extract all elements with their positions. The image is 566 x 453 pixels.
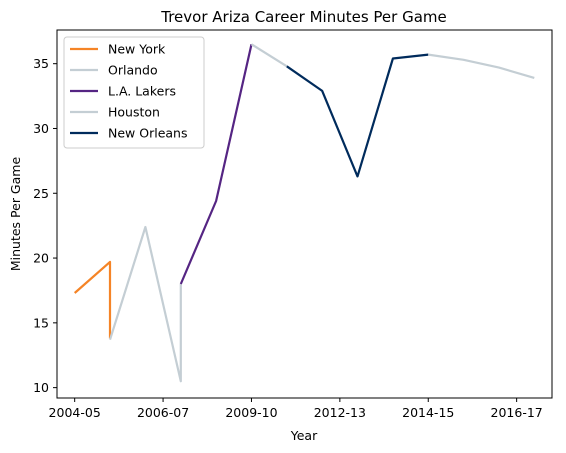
series-line-new-york — [73, 260, 112, 339]
y-tick-label: 10 — [33, 380, 49, 395]
x-tick-label: 2012-13 — [314, 405, 366, 420]
y-tick-label: 20 — [33, 251, 49, 266]
legend-label-new-orleans: New Orleans — [108, 126, 187, 141]
plot-frame — [56, 29, 553, 399]
series-line-new-orleans — [286, 53, 429, 178]
series-line-l-a-lakers — [179, 44, 253, 285]
x-tick-label: 2014-15 — [402, 405, 454, 420]
legend-label-l-a-lakers: L.A. Lakers — [108, 84, 176, 99]
x-tick-label: 2004-05 — [49, 405, 101, 420]
series-line-houston — [250, 43, 288, 68]
y-axis-label: Minutes Per Game — [8, 157, 23, 272]
legend: New York Orlando L.A. Lakers Houston New Orl… — [63, 36, 205, 149]
legend-label-houston: Houston — [108, 105, 160, 120]
y-tick-label: 15 — [33, 315, 49, 330]
series-line-orlando — [108, 225, 182, 383]
plot-lines — [73, 43, 535, 383]
y-tick-label: 25 — [33, 186, 49, 201]
y-tick-label: 30 — [33, 121, 49, 136]
x-tick-label: 2009-10 — [225, 405, 277, 420]
y-tick-label: 35 — [33, 56, 49, 71]
series-line-segment-5 — [428, 53, 535, 79]
y-axis: 10 15 20 25 30 35 — [33, 56, 57, 395]
legend-box — [63, 36, 205, 149]
x-axis: 2004-05 2006-07 2009-10 2012-13 2014-15 2016-… — [49, 398, 543, 420]
x-tick-label: 2006-07 — [137, 405, 189, 420]
legend-label-new-york: New York — [108, 42, 166, 57]
chart-title: Trevor Ariza Career Minutes Per Game — [160, 8, 446, 26]
x-axis-label: Year — [290, 428, 318, 443]
legend-label-orlando: Orlando — [108, 63, 158, 78]
x-tick-label: 2016-17 — [491, 405, 543, 420]
